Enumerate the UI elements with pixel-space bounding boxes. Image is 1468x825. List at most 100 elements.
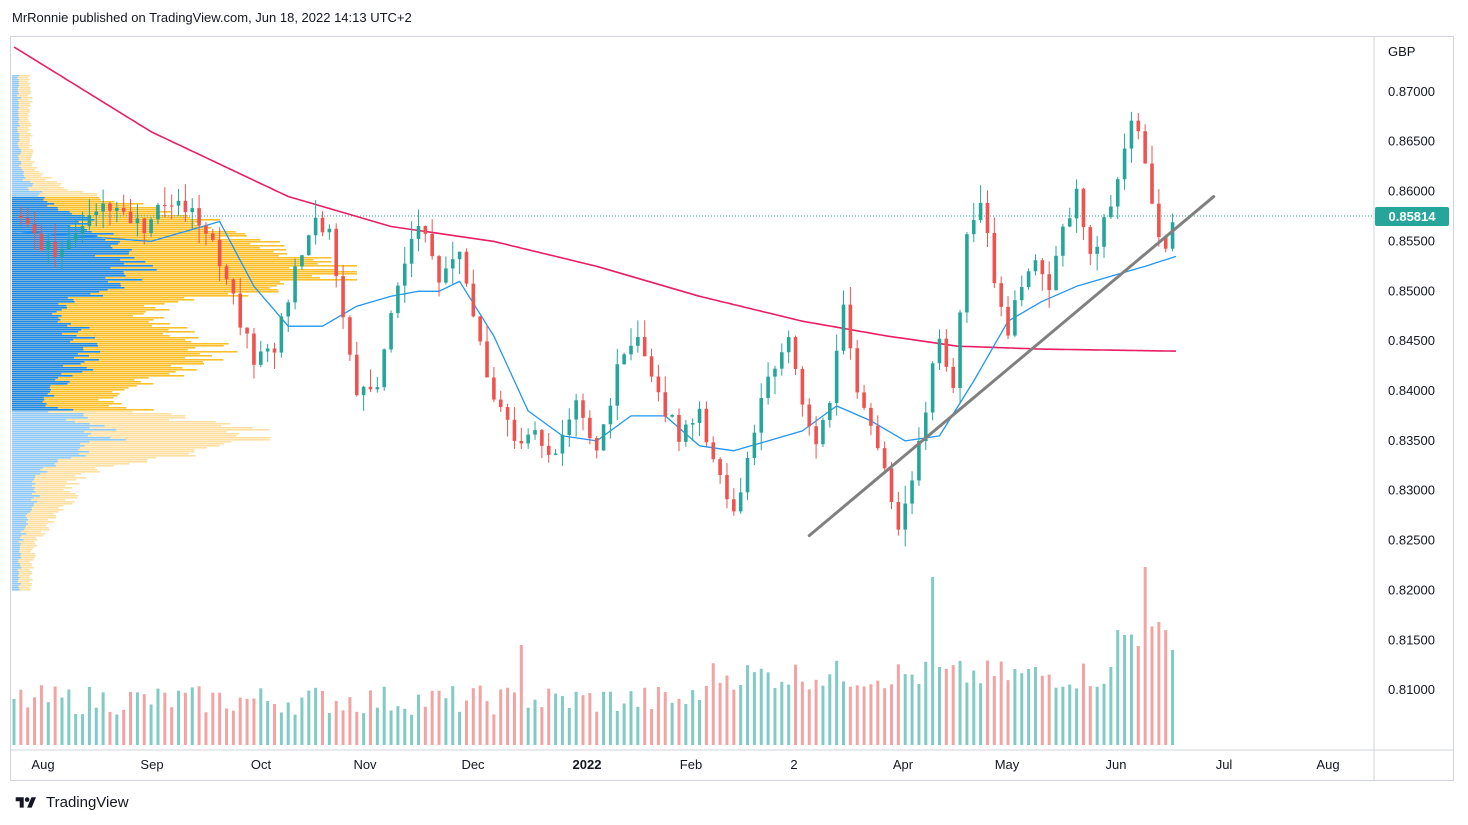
volume-profile-row [12, 195, 98, 197]
volume-bar [245, 698, 249, 745]
volume-profile-row-buy [12, 265, 153, 267]
volume-profile-row-buy [12, 487, 35, 489]
candle-body [848, 304, 853, 349]
volume-profile-row [12, 465, 115, 467]
volume-profile-row [12, 495, 79, 497]
candle-body [711, 442, 716, 460]
volume-profile-row [12, 209, 159, 211]
volume-bar [87, 686, 91, 745]
volume-bar [492, 714, 496, 745]
candle-body [53, 241, 57, 257]
volume-profile-row [12, 83, 31, 85]
trendline[interactable] [807, 195, 1216, 538]
candle-body [286, 302, 291, 317]
volume-bar [382, 686, 386, 745]
ascending-trendline[interactable] [807, 195, 1216, 538]
volume-profile-row [12, 413, 172, 415]
volume-profile-row-buy [12, 139, 20, 141]
volume-profile-row [12, 109, 30, 111]
volume-profile-row [12, 283, 285, 285]
candle-body [80, 226, 85, 234]
volume-profile-row-buy [12, 359, 99, 361]
candle-body [1129, 120, 1134, 149]
volume-profile-row [12, 79, 30, 81]
volume-profile-row [12, 281, 280, 283]
volume-profile-row-buy [12, 553, 22, 555]
volume-profile-row [12, 533, 46, 535]
volume-profile-row-buy [12, 347, 84, 349]
volume-profile-row [12, 141, 30, 143]
volume-bar [821, 685, 825, 745]
time-axis[interactable]: Aug Sep Oct Nov Dec 2022 Feb 2 Apr May Jun Jul Aug [31, 757, 1339, 772]
volume-profile-row-buy [12, 445, 85, 447]
volume-bar [53, 686, 57, 745]
volume-bar [60, 697, 64, 745]
volume-bar [135, 692, 139, 745]
volume-profile-row [12, 107, 29, 109]
volume-profile-row-buy [12, 183, 34, 185]
volume-profile-row [12, 149, 33, 151]
volume-profile-row-buy [12, 513, 28, 515]
volume-profile-row [12, 267, 290, 269]
volume-profile-row-buy [12, 199, 44, 201]
candle-body [361, 386, 366, 396]
volume-profile-row [12, 573, 33, 575]
volume-bar [101, 692, 105, 745]
volume-profile-row [12, 333, 164, 335]
volume-profile-row [12, 411, 133, 413]
volume-bar [122, 709, 126, 745]
candle-body [1026, 271, 1031, 288]
candle-body [567, 419, 572, 435]
candle-body [135, 218, 140, 224]
volume-profile-row-buy [12, 525, 26, 527]
volume-profile-row-buy [12, 227, 81, 229]
volume-bar [650, 709, 654, 745]
volume-profile-row [12, 463, 130, 465]
price-tick-label: 0.85500 [1388, 233, 1435, 248]
price-axis[interactable]: 0.87000 0.86500 0.86000 0.85500 0.85000 0.845… [1388, 84, 1435, 697]
volume-bar [602, 691, 606, 745]
volume-profile-row [12, 385, 137, 387]
volume-profile-row-buy [12, 217, 91, 219]
candle-body [786, 337, 791, 353]
volume-profile-row [12, 437, 271, 439]
volume-profile-row [12, 317, 165, 319]
volume-bar [917, 683, 921, 745]
volume-profile-row-buy [12, 175, 25, 177]
volume-bar [739, 684, 743, 745]
volume-profile-row-buy [12, 301, 75, 303]
volume-profile-row [12, 235, 247, 237]
volume-bar [704, 685, 708, 745]
volume-profile-row-buy [12, 275, 126, 277]
volume-profile-row-buy [12, 517, 27, 519]
volume-profile-row [12, 435, 237, 437]
volume-bar [225, 708, 229, 745]
volume-profile-row-buy [12, 509, 33, 511]
candle-body [725, 475, 729, 500]
price-tick-label: 0.85000 [1388, 283, 1435, 298]
candle-body [766, 376, 770, 399]
candle-body [533, 430, 537, 435]
volume-bar [231, 710, 235, 745]
price-tick-label: 0.84500 [1388, 333, 1435, 348]
volume-bar [636, 706, 640, 745]
volume-profile-row-buy [12, 571, 19, 573]
volume-profile-row [12, 241, 281, 243]
volume-bar [800, 681, 804, 745]
volume-profile-row-buy [12, 405, 46, 407]
candle-body [1143, 131, 1147, 164]
volume-profile-row-buy [12, 535, 22, 537]
candle-body [94, 211, 99, 216]
volume-profile-row [12, 299, 195, 301]
volume-profile-row [12, 219, 221, 221]
volume-bar [149, 704, 153, 745]
volume-profile-row-buy [12, 541, 19, 543]
volume-bar [39, 685, 43, 745]
volume-profile-row [12, 549, 32, 551]
volume-profile-row-buy [12, 117, 19, 119]
volume-profile-row-buy [12, 181, 31, 183]
volume-profile-row [12, 171, 40, 173]
volume-bar [478, 685, 482, 745]
candle-body [190, 208, 195, 213]
